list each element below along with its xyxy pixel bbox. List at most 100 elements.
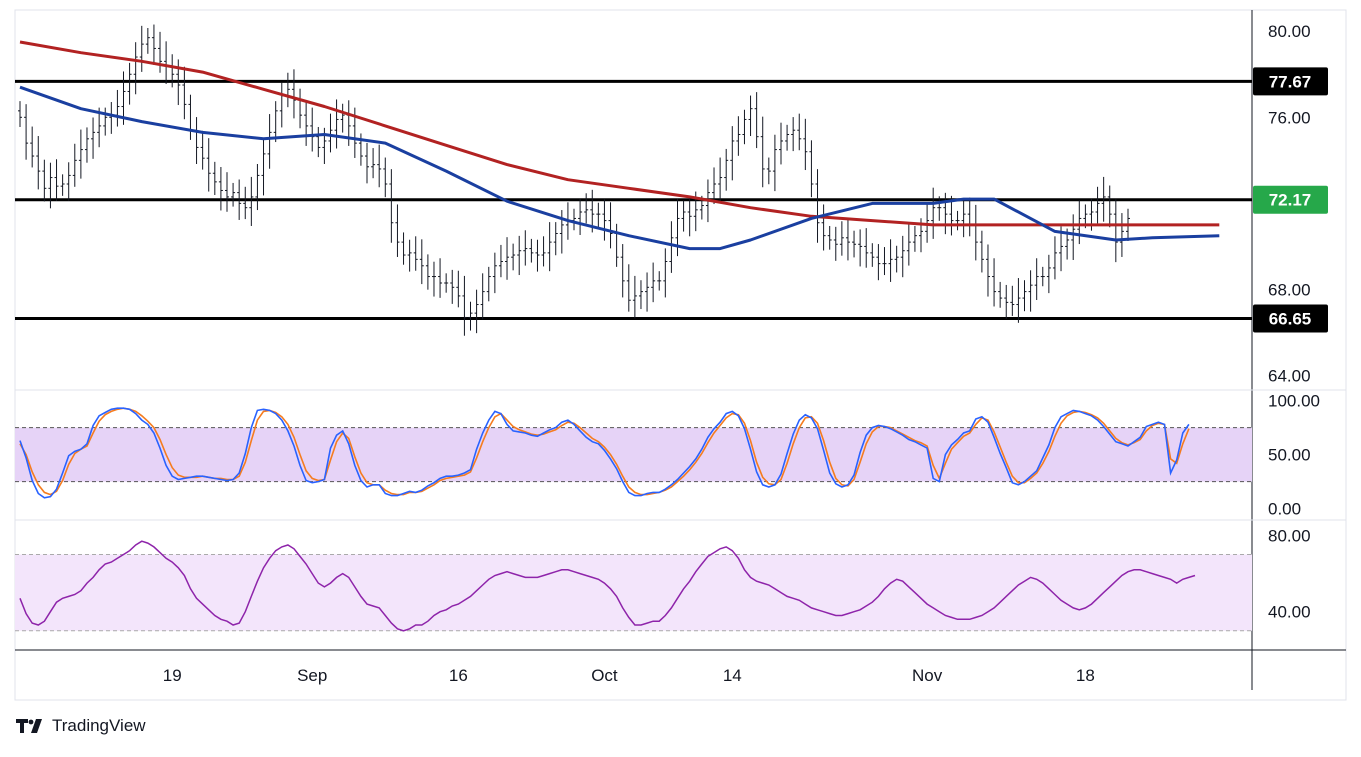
candle — [943, 192, 948, 235]
candle — [1046, 254, 1051, 294]
candle — [894, 245, 899, 273]
stochastic-tick-label: 0.00 — [1268, 500, 1301, 519]
candle — [182, 66, 187, 120]
candle — [498, 244, 503, 278]
candle — [547, 222, 552, 272]
candle — [383, 157, 388, 198]
candle — [961, 201, 966, 238]
candle — [712, 167, 717, 205]
candle — [42, 159, 47, 202]
candle — [237, 179, 242, 220]
candle — [72, 143, 77, 187]
candle — [30, 126, 35, 168]
candle — [36, 136, 41, 190]
candle — [255, 163, 260, 211]
candle — [839, 221, 844, 256]
candle — [870, 243, 875, 267]
candle — [431, 261, 436, 297]
candle — [231, 182, 236, 207]
rsi-line — [19, 540, 1196, 632]
stochastic-tick-label: 100.00 — [1268, 392, 1320, 411]
candle — [541, 236, 546, 267]
tradingview-logo: TradingView — [16, 714, 146, 738]
level-badge — [1253, 67, 1328, 96]
rsi-band — [15, 554, 1252, 631]
candle — [772, 134, 777, 192]
candle — [809, 140, 814, 198]
candle — [450, 269, 455, 304]
price-tick-label: 80.00 — [1268, 22, 1311, 41]
candle — [578, 198, 583, 236]
candle — [389, 169, 394, 243]
candle — [736, 116, 741, 156]
candle — [60, 174, 65, 196]
candle — [285, 72, 290, 108]
candle — [718, 157, 723, 203]
candle — [48, 162, 53, 209]
candle — [212, 161, 217, 195]
candle — [553, 222, 558, 256]
candle — [84, 127, 89, 163]
candle — [298, 88, 303, 129]
candle — [91, 117, 96, 159]
candles — [18, 24, 1130, 336]
time-tick-label: 19 — [163, 666, 182, 685]
candle — [791, 117, 796, 152]
candle — [462, 275, 467, 336]
candle — [785, 124, 790, 151]
candle — [291, 69, 296, 119]
candle — [474, 289, 479, 334]
candle — [687, 197, 692, 237]
time-tick-label: 16 — [449, 666, 468, 685]
candle — [304, 100, 309, 146]
candle — [1119, 213, 1124, 257]
candle — [620, 244, 625, 298]
candle — [121, 71, 126, 125]
level-label: 72.17 — [1269, 191, 1312, 210]
candle — [864, 228, 869, 268]
candle — [1077, 200, 1082, 245]
candle — [279, 82, 284, 128]
time-tick-label: 14 — [723, 666, 742, 685]
candle — [444, 273, 449, 293]
candle — [505, 237, 510, 280]
candle — [882, 247, 887, 276]
candle — [979, 230, 984, 273]
candle — [821, 204, 826, 251]
tradingview-icon — [16, 719, 42, 733]
candle — [164, 41, 169, 84]
candle — [316, 126, 321, 158]
candle — [456, 270, 461, 308]
level-badge — [1253, 185, 1328, 214]
candle — [614, 223, 619, 267]
stochastic-tick-label: 50.00 — [1268, 446, 1311, 465]
stochastic-band — [15, 427, 1252, 482]
time-tick-label: 18 — [1076, 666, 1095, 685]
candle — [845, 217, 850, 261]
candle — [681, 200, 686, 232]
level-label: 77.67 — [1269, 72, 1312, 91]
candle — [1028, 270, 1033, 312]
candle — [109, 102, 114, 134]
candle — [66, 162, 71, 201]
candle — [815, 169, 820, 243]
candle — [511, 243, 516, 271]
candle — [419, 239, 424, 285]
candle — [730, 126, 735, 181]
candle — [480, 273, 485, 320]
candle — [1113, 199, 1118, 263]
rsi-tick-label: 80.00 — [1268, 526, 1311, 545]
candle — [523, 230, 528, 266]
candle — [218, 167, 223, 211]
time-tick-label: Sep — [297, 666, 327, 685]
candle — [1040, 266, 1045, 287]
candle — [906, 223, 911, 266]
candle — [651, 262, 656, 303]
candle — [206, 138, 211, 192]
candle — [797, 113, 802, 151]
price-tick-label: 68.00 — [1268, 280, 1311, 299]
candle — [18, 101, 22, 127]
candle — [748, 95, 753, 137]
